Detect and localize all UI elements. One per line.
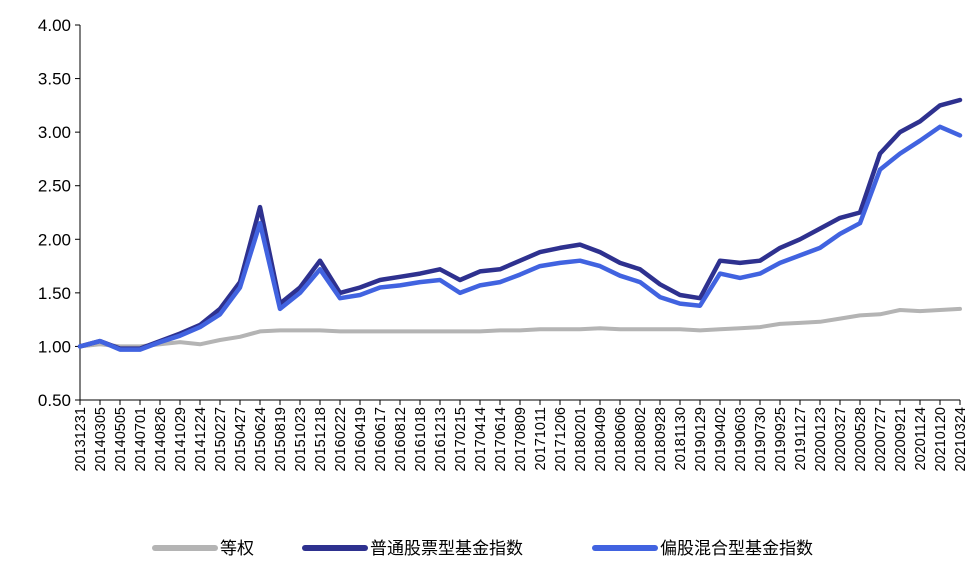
x-tick-label: 20200528 [853, 407, 869, 472]
series-line-0 [78, 306, 962, 349]
x-tick-label: 20131231 [73, 407, 89, 472]
x-tick-label: 20170414 [473, 407, 489, 472]
x-tick-label: 20200727 [873, 407, 889, 472]
x-tick-label: 20190402 [713, 407, 729, 472]
x-tick-label: 20180606 [613, 407, 629, 472]
x-tick-label: 20170215 [453, 407, 469, 472]
x-tick-label: 20180409 [593, 407, 609, 472]
x-axis: 20131231 20140305 20140505 20140701 20140826… [73, 399, 969, 472]
legend-label-1: 普通股票型基金指数 [370, 539, 523, 559]
x-tick-label: 20210324 [953, 407, 969, 472]
y-tick-label: 3.50 [38, 70, 71, 89]
x-tick-label: 20210120 [933, 407, 949, 472]
x-tick-label: 20160617 [373, 407, 389, 472]
x-tick-label: 20200327 [833, 407, 849, 472]
x-tick-label: 20151218 [313, 407, 329, 472]
x-tick-label: 20180201 [573, 407, 589, 472]
x-tick-label: 20170614 [493, 407, 509, 472]
x-tick-label: 20190603 [733, 407, 749, 472]
x-tick-label: 20200123 [813, 407, 829, 472]
x-tick-label: 20180802 [633, 407, 649, 472]
x-tick-label: 20140305 [93, 407, 109, 472]
x-tick-label: 20140505 [113, 407, 129, 472]
x-tick-label: 20141029 [173, 407, 189, 472]
x-tick-label: 20150227 [213, 407, 229, 472]
x-tick-label: 20160222 [333, 407, 349, 472]
y-tick-label: 0.50 [38, 391, 71, 410]
x-tick-label: 20200921 [893, 407, 909, 472]
y-axis: 0.50 1.00 1.50 2.00 2.50 3.00 3.50 4.00 [38, 16, 81, 410]
x-tick-label: 20160812 [393, 407, 409, 472]
x-tick-label: 20150624 [253, 407, 269, 472]
x-tick-label: 20150427 [233, 407, 249, 472]
x-tick-label: 20181130 [673, 407, 689, 470]
x-tick-label: 20151023 [293, 407, 309, 472]
legend-label-0: 等权 [220, 539, 254, 559]
x-tick-label: 20190925 [773, 407, 789, 472]
x-tick-label: 20191127 [793, 407, 809, 470]
x-tick-label: 20201124 [913, 407, 929, 470]
series-lines [77, 97, 963, 352]
x-tick-label: 20141224 [193, 407, 209, 472]
y-tick-label: 1.50 [38, 284, 71, 303]
x-tick-label: 20170809 [513, 407, 529, 472]
x-tick-label: 20140701 [133, 407, 149, 472]
x-tick-label: 20190730 [753, 407, 769, 472]
x-tick-label: 20180928 [653, 407, 669, 472]
x-tick-label: 20171011 [533, 407, 549, 470]
y-tick-label: 4.00 [38, 16, 71, 35]
y-tick-label: 1.00 [38, 337, 71, 356]
legend: 等权 普通股票型基金指数 偏股混合型基金指数 [152, 539, 813, 559]
y-tick-label: 2.50 [38, 177, 71, 196]
x-tick-label: 20161018 [413, 407, 429, 472]
x-tick-label: 20160419 [353, 407, 369, 472]
x-tick-label: 20140826 [153, 407, 169, 472]
series-line-2 [77, 124, 963, 352]
y-tick-label: 2.00 [38, 230, 71, 249]
x-tick-label: 20190129 [693, 407, 709, 472]
series-line-1 [77, 97, 963, 351]
x-tick-label: 20171206 [553, 407, 569, 472]
y-tick-label: 3.00 [38, 123, 71, 142]
legend-label-2: 偏股混合型基金指数 [660, 539, 813, 559]
x-tick-label: 20161213 [433, 407, 449, 472]
x-tick-label: 20150819 [273, 407, 289, 472]
